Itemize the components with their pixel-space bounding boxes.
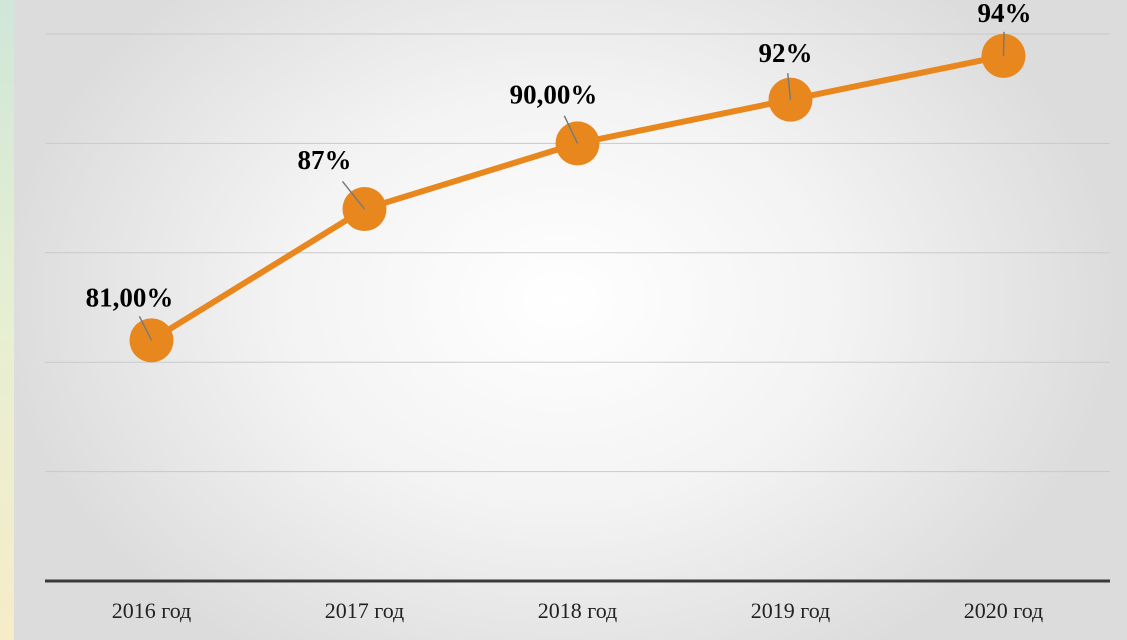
x-tick-label: 2018 год <box>538 598 618 623</box>
x-tick-label: 2019 год <box>751 598 831 623</box>
x-tick-label: 2016 год <box>112 598 192 623</box>
data-label: 92% <box>759 38 813 68</box>
x-tick-label: 2020 год <box>964 598 1044 623</box>
data-label: 81,00% <box>86 283 174 313</box>
marker <box>981 33 1026 78</box>
side-strip <box>0 0 14 640</box>
data-label: 87% <box>298 145 352 175</box>
leader-line <box>1002 31 1005 56</box>
leader-line <box>341 180 366 210</box>
data-label: 90,00% <box>510 80 598 110</box>
data-label: 94% <box>978 0 1032 28</box>
x-tick-label: 2017 год <box>325 598 405 623</box>
leader-line <box>563 115 579 144</box>
leader-line <box>787 73 792 100</box>
leader-line <box>138 315 153 341</box>
